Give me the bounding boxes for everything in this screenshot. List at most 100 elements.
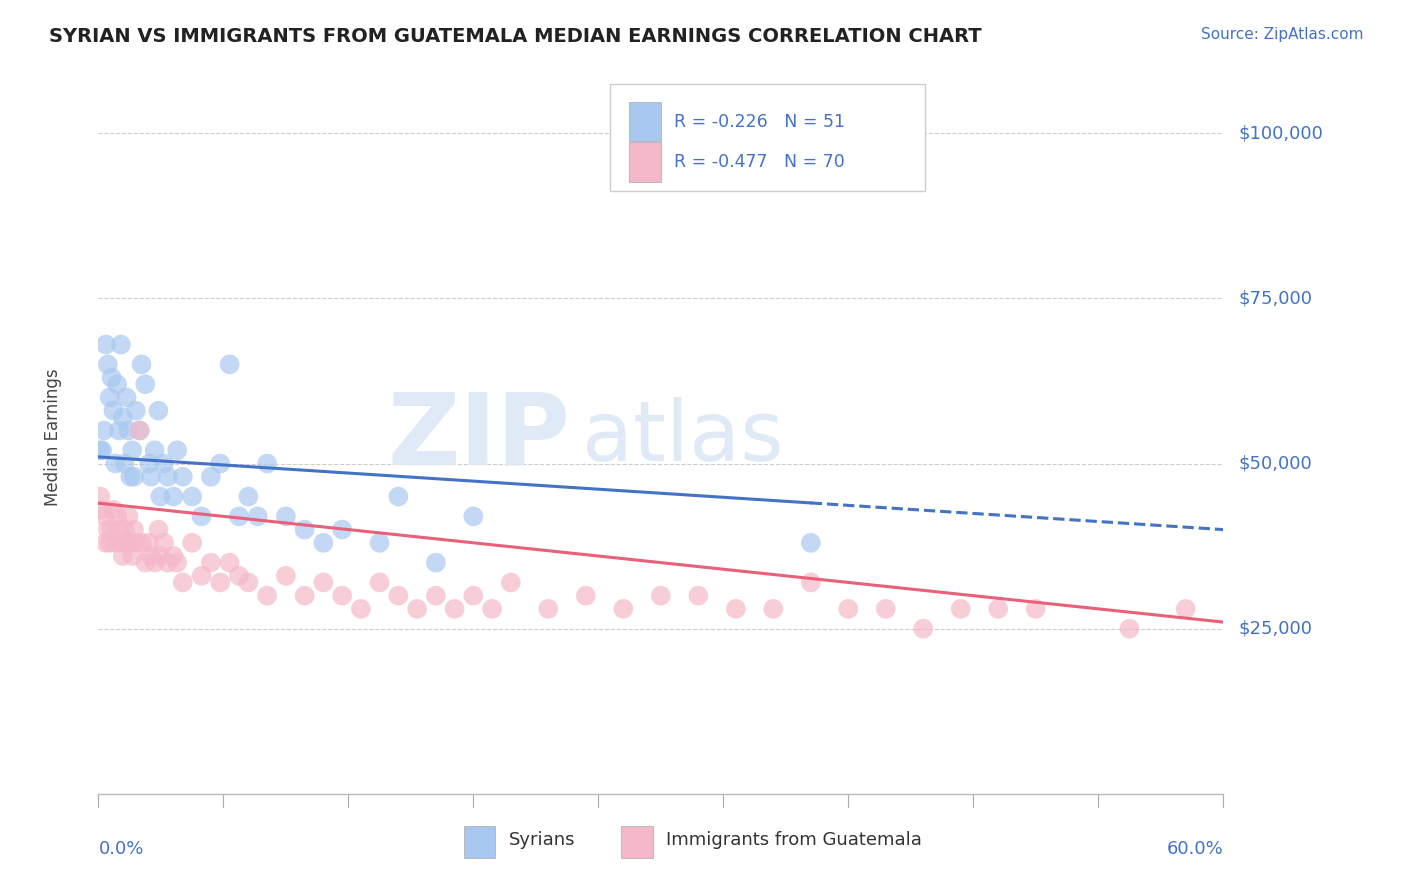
Point [181, 490, 204, 504]
Point [246, 509, 269, 524]
Point [114, 523, 136, 537]
Point [387, 589, 409, 603]
Point [209, 457, 232, 471]
Point [125, 536, 148, 550]
Point [117, 424, 139, 438]
Point [115, 536, 138, 550]
Point [110, 337, 132, 351]
Point [256, 457, 278, 471]
Point [115, 391, 138, 405]
Text: atlas: atlas [582, 397, 783, 477]
Point [228, 569, 250, 583]
Point [121, 549, 143, 563]
Point [481, 602, 503, 616]
Point [98, 536, 121, 550]
Point [138, 457, 160, 471]
Text: R = -0.226   N = 51: R = -0.226 N = 51 [675, 112, 845, 130]
Point [274, 569, 297, 583]
Point [800, 575, 823, 590]
Point [238, 575, 260, 590]
Point [274, 509, 297, 524]
Point [875, 602, 897, 616]
Point [98, 391, 121, 405]
Point [387, 490, 409, 504]
Point [94, 536, 117, 550]
FancyBboxPatch shape [610, 84, 925, 191]
Point [108, 523, 131, 537]
Point [368, 536, 391, 550]
Point [153, 536, 176, 550]
Point [89, 490, 111, 504]
Point [97, 358, 120, 372]
Point [131, 536, 153, 550]
Point [172, 469, 194, 483]
Point [350, 602, 373, 616]
Point [93, 509, 115, 524]
Point [139, 469, 162, 483]
Point [228, 509, 250, 524]
Point [94, 337, 117, 351]
Point [139, 549, 162, 563]
Point [103, 403, 125, 417]
Point [1025, 602, 1047, 616]
Point [166, 443, 188, 458]
Point [330, 523, 353, 537]
Text: 60.0%: 60.0% [1167, 840, 1223, 858]
Point [134, 377, 156, 392]
Point [218, 556, 240, 570]
Point [688, 589, 710, 603]
Point [209, 575, 232, 590]
Point [153, 457, 176, 471]
Point [256, 589, 278, 603]
Point [121, 443, 143, 458]
Point [949, 602, 972, 616]
Point [537, 602, 560, 616]
Point [93, 424, 115, 438]
Point [120, 469, 142, 483]
Text: Immigrants from Guatemala: Immigrants from Guatemala [666, 831, 922, 849]
Point [103, 502, 125, 516]
Point [148, 403, 170, 417]
Point [149, 490, 172, 504]
FancyBboxPatch shape [621, 826, 652, 858]
Point [190, 509, 212, 524]
Point [406, 602, 429, 616]
Point [105, 509, 128, 524]
Point [97, 523, 120, 537]
Point [162, 490, 184, 504]
Point [330, 589, 353, 603]
Point [156, 556, 179, 570]
Point [368, 575, 391, 590]
Text: 0.0%: 0.0% [98, 840, 143, 858]
Point [612, 602, 634, 616]
Point [125, 403, 148, 417]
Point [294, 589, 316, 603]
Text: R = -0.477   N = 70: R = -0.477 N = 70 [675, 153, 845, 171]
FancyBboxPatch shape [630, 102, 661, 141]
Point [156, 469, 179, 483]
Point [138, 536, 160, 550]
Text: $75,000: $75,000 [1239, 289, 1312, 308]
Text: Median Earnings: Median Earnings [45, 368, 62, 506]
Point [105, 377, 128, 392]
Point [104, 457, 127, 471]
Text: $100,000: $100,000 [1239, 124, 1323, 142]
Point [128, 424, 150, 438]
Point [463, 509, 485, 524]
Point [128, 424, 150, 438]
Point [117, 509, 139, 524]
Text: ZIP: ZIP [388, 389, 571, 485]
Point [312, 536, 335, 550]
Point [312, 575, 335, 590]
Point [200, 469, 222, 483]
Text: SYRIAN VS IMMIGRANTS FROM GUATEMALA MEDIAN EARNINGS CORRELATION CHART: SYRIAN VS IMMIGRANTS FROM GUATEMALA MEDI… [49, 27, 981, 45]
Point [218, 358, 240, 372]
Point [148, 523, 170, 537]
Point [108, 424, 131, 438]
Text: $25,000: $25,000 [1239, 620, 1312, 638]
Point [425, 556, 447, 570]
Point [162, 549, 184, 563]
Text: Source: ZipAtlas.com: Source: ZipAtlas.com [1201, 27, 1364, 42]
Point [166, 556, 188, 570]
Point [104, 536, 127, 550]
